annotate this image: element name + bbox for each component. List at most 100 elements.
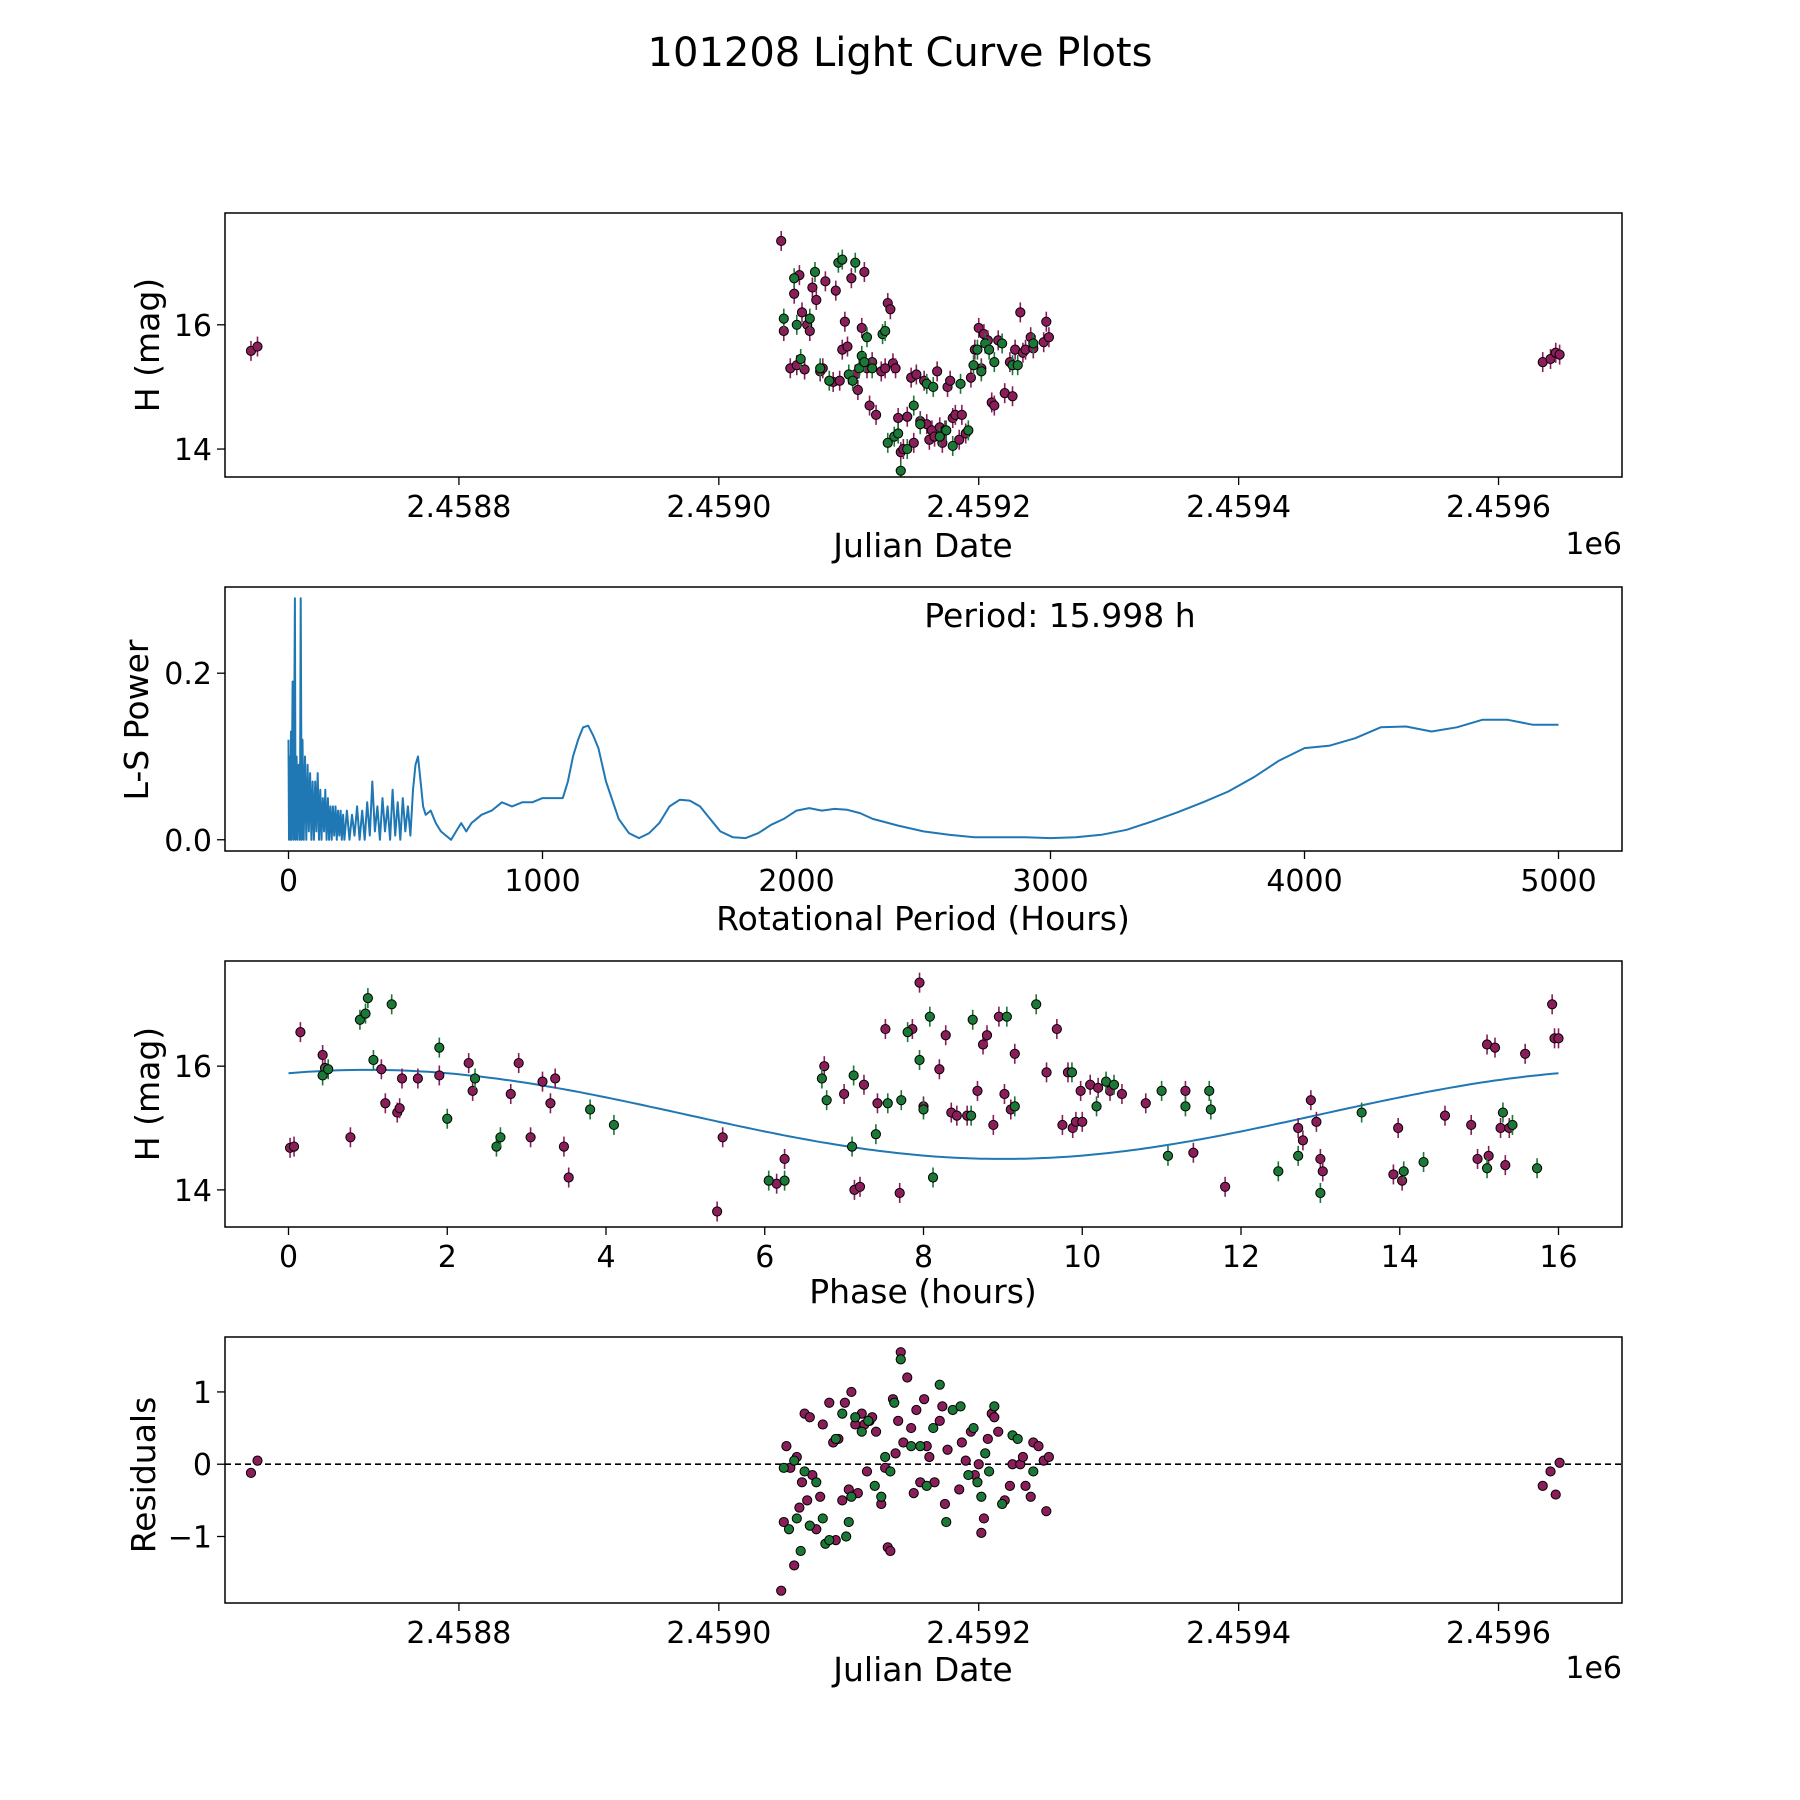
- residuals-yticks: −1 0 1: [168, 1376, 225, 1556]
- periodogram-ytick-label: 0.0: [164, 824, 212, 859]
- zg-point: [906, 1441, 917, 1452]
- zr-point: [989, 400, 1000, 411]
- zg-point: [1009, 1101, 1020, 1112]
- zg-point: [585, 1104, 596, 1115]
- zg-point: [880, 325, 891, 337]
- zg-point: [968, 360, 979, 371]
- periodogram-panel: 0 1000 2000 3000 4000 5000 0.0 0.2 Period: 15.…: [117, 586, 1623, 938]
- zg-point: [1531, 1163, 1543, 1174]
- zg-point: [963, 1469, 974, 1481]
- zr-point: [252, 1455, 263, 1466]
- zr-point: [252, 341, 263, 352]
- zr-point: [1041, 1067, 1052, 1078]
- zr-point: [789, 1560, 800, 1571]
- zr-point: [859, 266, 870, 278]
- zg-point: [989, 1401, 1000, 1412]
- zg-point: [915, 1441, 926, 1452]
- zg-point: [495, 1132, 506, 1143]
- period-annotation: Period: 15.998 h: [924, 596, 1195, 635]
- lightcurve-ylabel: H (mag): [128, 278, 167, 412]
- zr-point: [989, 1412, 1000, 1423]
- zg-point: [928, 1422, 939, 1434]
- zg-point: [915, 419, 926, 430]
- zr-point: [893, 1415, 904, 1426]
- zg-point: [972, 1477, 983, 1488]
- zr-point: [1483, 1150, 1494, 1161]
- zr-point: [545, 1098, 556, 1109]
- zg-point: [1315, 1187, 1326, 1199]
- zr-point: [295, 1027, 306, 1038]
- zg-point: [1028, 338, 1039, 349]
- zg-point: [815, 363, 826, 374]
- zg-point: [1205, 1104, 1216, 1115]
- zr-point: [537, 1076, 548, 1087]
- zg-point: [817, 1513, 828, 1524]
- phased-xlabel: Phase (hours): [809, 1272, 1037, 1311]
- periodogram-xtick-label: 0: [279, 864, 298, 899]
- zr-point: [1500, 1160, 1511, 1171]
- zg-point: [972, 344, 983, 355]
- zr-point: [937, 1401, 948, 1412]
- zg-point: [821, 1095, 832, 1106]
- zg-point: [928, 381, 939, 393]
- zg-point: [1204, 1085, 1215, 1097]
- zr-point: [846, 1386, 857, 1398]
- residuals-x-offset: 1e6: [1565, 1651, 1622, 1686]
- zr-point: [380, 1098, 391, 1109]
- zg-point: [997, 338, 1008, 349]
- zr-point: [854, 1181, 866, 1192]
- zr-point: [839, 1088, 850, 1100]
- zg-point: [850, 257, 861, 268]
- zr-point: [885, 1545, 896, 1557]
- zr-point: [960, 1455, 971, 1466]
- zg-point: [867, 363, 878, 374]
- zr-point: [839, 1397, 850, 1408]
- periodogram-xtick-label: 3000: [1012, 864, 1088, 899]
- zr-point: [776, 1585, 787, 1596]
- zr-point: [1116, 1088, 1128, 1100]
- zg-point: [1031, 999, 1042, 1010]
- zr-point: [1140, 1098, 1151, 1109]
- zg-point: [846, 1141, 858, 1152]
- zg-point: [804, 313, 815, 324]
- zg-point: [848, 1070, 859, 1081]
- zg-point: [830, 1433, 841, 1445]
- residuals-xtick-label: 2.4590: [666, 1616, 771, 1651]
- zg-point: [362, 993, 373, 1004]
- zg-point: [442, 1113, 453, 1124]
- zg-point: [824, 375, 835, 386]
- zr-point: [345, 1132, 356, 1143]
- zr-point: [819, 1061, 830, 1072]
- zr-point: [1466, 1119, 1477, 1131]
- figure-title: 101208 Light Curve Plots: [648, 30, 1153, 76]
- zr-point: [1007, 391, 1018, 402]
- zg-point: [967, 1014, 978, 1025]
- zg-point: [1156, 1085, 1167, 1097]
- zg-point: [902, 443, 913, 455]
- zr-point: [942, 1444, 953, 1455]
- phased-xtick-label: 12: [1222, 1240, 1260, 1275]
- zg-point: [791, 319, 802, 330]
- residuals-marks: [225, 1347, 1622, 1596]
- zr-point: [934, 1064, 945, 1075]
- zr-point: [1093, 1082, 1104, 1093]
- zr-point: [870, 1426, 882, 1437]
- sinusoid-fit-line: [288, 1068, 1559, 1160]
- zr-point: [817, 1419, 828, 1430]
- zr-point: [830, 285, 841, 296]
- zr-point: [885, 304, 896, 315]
- zr-point: [1472, 1153, 1483, 1165]
- zg-point: [941, 1516, 952, 1528]
- zg-point: [846, 1491, 857, 1502]
- zr-point: [858, 1079, 870, 1090]
- zr-point: [1554, 1457, 1565, 1468]
- zg-point: [368, 1054, 379, 1066]
- periodogram-xtick-label: 4000: [1266, 864, 1342, 899]
- zr-point: [794, 1502, 805, 1513]
- zr-point: [914, 977, 925, 988]
- zr-point: [1004, 1480, 1016, 1492]
- zg-point: [1481, 1163, 1493, 1174]
- zr-point: [463, 1057, 474, 1069]
- zr-point: [1043, 332, 1055, 343]
